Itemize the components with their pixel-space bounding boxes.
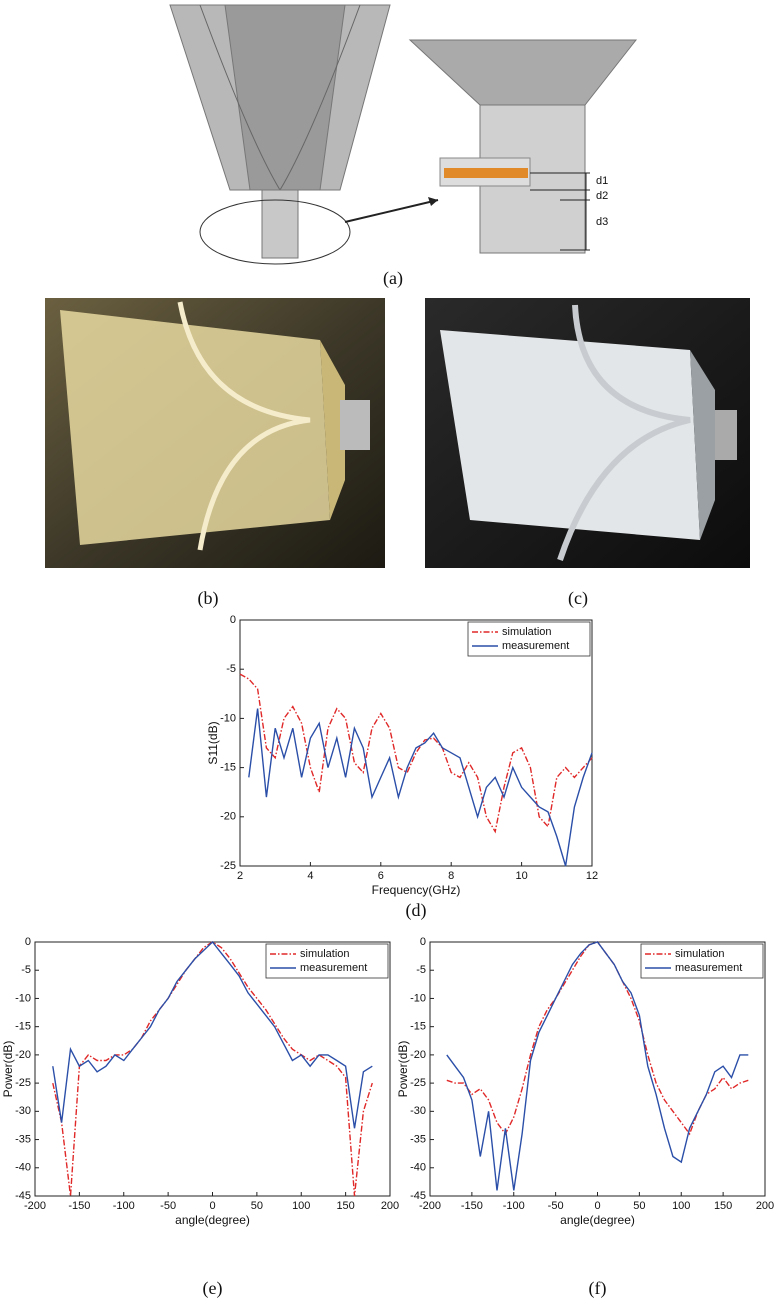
y-tick-label: -30 [410, 1105, 426, 1117]
y-axis-label: Power(dB) [396, 1041, 410, 1098]
plot-frame [239, 619, 593, 867]
caption: (d) [406, 900, 427, 921]
chart: 0 -5 -10 -15 -20 -25 -30 -35 -40 -45-200 -150 -100 -… [396, 936, 774, 1299]
x-tick-label: 150 [714, 1200, 732, 1212]
y-tick-label: 0 [25, 936, 31, 948]
y-tick-label: -40 [15, 1162, 31, 1174]
horn-face [224, 4, 346, 191]
y-tick-label: 0 [230, 614, 236, 626]
probe [444, 168, 528, 178]
legend-box [467, 621, 591, 657]
x-axis-label: Frequency(GHz) [372, 883, 461, 897]
x-tick-label: 0 [209, 1200, 215, 1212]
plot-frame [429, 941, 766, 1197]
caption: (f) [589, 1278, 607, 1299]
y-tick-label: 0 [420, 936, 426, 948]
caption: (c) [568, 588, 588, 609]
y-tick-label: -25 [15, 1077, 31, 1089]
y-tick-label: -10 [410, 992, 426, 1004]
x-tick-label: -200 [24, 1200, 46, 1212]
y-tick-label: -10 [15, 992, 31, 1004]
y-tick-label: -40 [410, 1162, 426, 1174]
x-tick-label: -150 [461, 1200, 483, 1212]
y-tick-label: -15 [15, 1021, 31, 1033]
legend-box [640, 943, 764, 979]
dim-label: d2 [596, 190, 608, 202]
dim-label: d3 [596, 216, 608, 228]
x-tick-label: 200 [381, 1200, 399, 1212]
y-tick-label: -20 [410, 1049, 426, 1061]
legend-label: simulation [502, 626, 552, 638]
x-axis-label: angle(degree) [175, 1213, 250, 1227]
horn-diagram: d1 d2 d3 [169, 4, 638, 265]
y-tick-label: -25 [410, 1077, 426, 1089]
zoom-horn [408, 39, 638, 106]
legend-label: simulation [675, 948, 725, 960]
series-line [52, 940, 373, 1129]
y-tick-label: -5 [226, 663, 236, 675]
x-tick-label: 200 [756, 1200, 774, 1212]
y-tick-label: -45 [15, 1190, 31, 1202]
y-axis-label: Power(dB) [1, 1041, 15, 1098]
y-tick-label: -45 [410, 1190, 426, 1202]
series-line [248, 708, 593, 867]
caption: (a) [383, 268, 403, 289]
caption: (e) [203, 1278, 223, 1299]
x-axis-label: angle(degree) [560, 1213, 635, 1227]
legend-label: simulation [300, 948, 350, 960]
y-tick-label: -5 [21, 964, 31, 976]
x-tick-label: 12 [586, 870, 598, 882]
chart: 0 -5 -10 -15 -20 -252 4 6 8 10 12 Frequency(GHz) S11… [206, 614, 598, 921]
photo [425, 298, 750, 568]
legend-label: measurement [300, 962, 367, 974]
x-tick-label: 2 [237, 870, 243, 882]
chart: 0 -5 -10 -15 -20 -25 -30 -35 -40 -45-200 -150 -100 -… [1, 936, 399, 1299]
legend-label: measurement [675, 962, 742, 974]
x-tick-label: -50 [548, 1200, 564, 1212]
x-tick-label: -50 [160, 1200, 176, 1212]
x-tick-label: 0 [594, 1200, 600, 1212]
y-tick-label: -10 [220, 712, 236, 724]
x-tick-label: 6 [378, 870, 384, 882]
y-tick-label: -20 [15, 1049, 31, 1061]
y-tick-label: -35 [15, 1133, 31, 1145]
legend-box [265, 943, 389, 979]
x-tick-label: 100 [292, 1200, 310, 1212]
x-tick-label: 100 [672, 1200, 690, 1212]
dim-label: d1 [596, 175, 608, 187]
arrow-head [428, 197, 438, 206]
zoom-ellipse [199, 199, 351, 265]
x-tick-label: 50 [633, 1200, 645, 1212]
x-tick-label: -150 [68, 1200, 90, 1212]
y-tick-label: -15 [220, 762, 236, 774]
plot-frame [34, 941, 391, 1197]
x-tick-label: 4 [307, 870, 313, 882]
x-tick-label: -200 [419, 1200, 441, 1212]
caption: (b) [198, 588, 219, 609]
legend-label: measurement [502, 640, 569, 652]
y-tick-label: -15 [410, 1021, 426, 1033]
y-tick-label: -20 [220, 811, 236, 823]
y-tick-label: -5 [416, 964, 426, 976]
x-tick-label: 150 [336, 1200, 354, 1212]
y-tick-label: -25 [220, 860, 236, 872]
y-axis-label: S11(dB) [206, 721, 220, 764]
feed [261, 189, 299, 259]
x-tick-label: 8 [448, 870, 454, 882]
arrow [344, 199, 439, 223]
y-tick-label: -35 [410, 1133, 426, 1145]
x-tick-label: -100 [503, 1200, 525, 1212]
x-tick-label: 50 [251, 1200, 263, 1212]
photo [45, 298, 385, 568]
series-line [239, 673, 593, 834]
x-tick-label: 10 [515, 870, 527, 882]
x-tick-label: -100 [113, 1200, 135, 1212]
y-tick-label: -30 [15, 1105, 31, 1117]
series-line [446, 941, 749, 1191]
